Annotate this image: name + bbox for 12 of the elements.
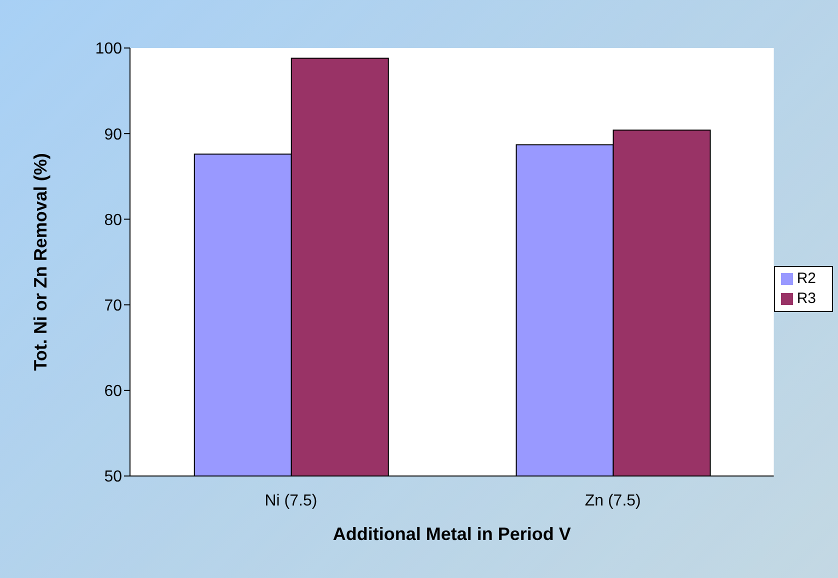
x-tick-label: Ni (7.5): [264, 492, 318, 510]
y-tick-label: 100: [95, 40, 122, 58]
y-tick-label: 80: [104, 212, 122, 229]
y-tick-label: 90: [104, 126, 122, 144]
x-tick-label: Zn (7.5): [584, 492, 641, 510]
y-tick-label: 70: [104, 297, 122, 314]
legend-label: R2: [796, 270, 816, 287]
y-axis-title: Tot. Ni or Zn Removal (%): [30, 153, 50, 371]
legend-label: R3: [796, 290, 816, 307]
x-axis-title: Additional Metal in Period V: [332, 524, 571, 544]
y-tick-label: 50: [104, 468, 122, 486]
y-tick-label: 60: [104, 383, 122, 400]
